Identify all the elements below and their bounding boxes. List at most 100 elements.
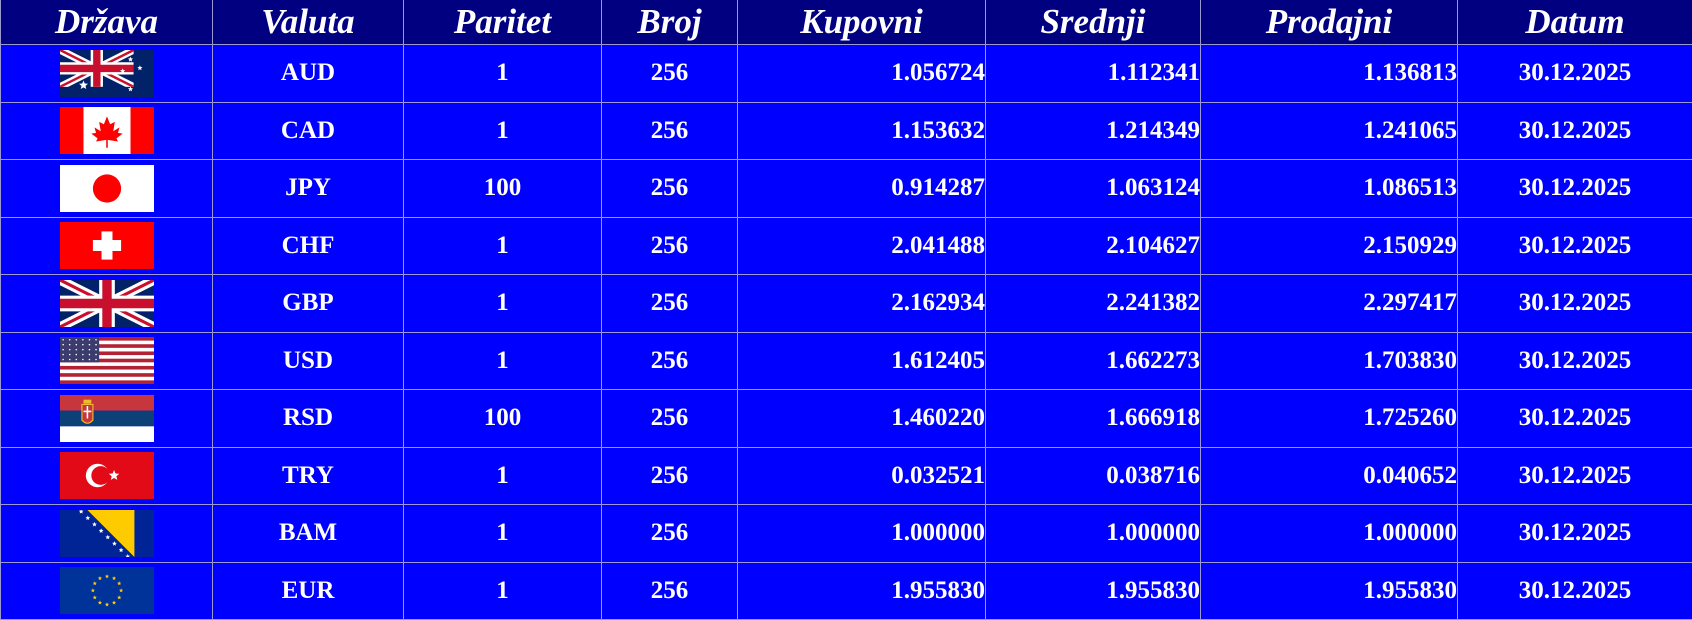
valuta-cell: TRY (213, 447, 404, 505)
flag-cell (1, 562, 213, 620)
prodajni-cell: 2.150929 (1201, 217, 1458, 275)
valuta-cell: USD (213, 332, 404, 390)
prodajni-cell: 0.040652 (1201, 447, 1458, 505)
valuta-cell: RSD (213, 390, 404, 448)
broj-cell: 256 (602, 505, 738, 563)
serbia-flag-icon (1, 395, 212, 442)
kupovni-cell: 1.460220 (738, 390, 986, 448)
datum-cell: 30.12.2025 (1458, 102, 1692, 160)
srednji-cell: 2.241382 (986, 275, 1201, 333)
prodajni-cell: 1.086513 (1201, 160, 1458, 218)
datum-cell: 30.12.2025 (1458, 390, 1692, 448)
header-kupovni: Kupovni (738, 0, 986, 45)
header-prodajni: Prodajni (1201, 0, 1458, 45)
broj-cell: 256 (602, 45, 738, 103)
usa-flag-icon (1, 337, 212, 384)
broj-cell: 256 (602, 217, 738, 275)
valuta-cell: GBP (213, 275, 404, 333)
broj-cell: 256 (602, 160, 738, 218)
header-broj: Broj (602, 0, 738, 45)
flag-cell (1, 390, 213, 448)
paritet-cell: 1 (404, 562, 602, 620)
srednji-cell: 2.104627 (986, 217, 1201, 275)
paritet-cell: 1 (404, 332, 602, 390)
flag-cell (1, 217, 213, 275)
broj-cell: 256 (602, 275, 738, 333)
uk-flag-icon (1, 280, 212, 327)
paritet-cell: 1 (404, 217, 602, 275)
flag-cell (1, 332, 213, 390)
broj-cell: 256 (602, 390, 738, 448)
prodajni-cell: 1.000000 (1201, 505, 1458, 563)
header-valuta: Valuta (213, 0, 404, 45)
datum-cell: 30.12.2025 (1458, 562, 1692, 620)
prodajni-cell: 1.136813 (1201, 45, 1458, 103)
kupovni-cell: 0.914287 (738, 160, 986, 218)
valuta-cell: JPY (213, 160, 404, 218)
flag-cell (1, 505, 213, 563)
japan-flag-icon (1, 165, 212, 212)
datum-cell: 30.12.2025 (1458, 217, 1692, 275)
paritet-cell: 1 (404, 45, 602, 103)
valuta-cell: BAM (213, 505, 404, 563)
flag-cell (1, 160, 213, 218)
switzerland-flag-icon (1, 222, 212, 269)
kupovni-cell: 1.153632 (738, 102, 986, 160)
paritet-cell: 100 (404, 160, 602, 218)
valuta-cell: CAD (213, 102, 404, 160)
turkey-flag-icon (1, 452, 212, 499)
header-drzava: Država (1, 0, 213, 45)
datum-cell: 30.12.2025 (1458, 275, 1692, 333)
srednji-cell: 1.666918 (986, 390, 1201, 448)
kupovni-cell: 2.041488 (738, 217, 986, 275)
broj-cell: 256 (602, 102, 738, 160)
flag-cell (1, 102, 213, 160)
datum-cell: 30.12.2025 (1458, 45, 1692, 103)
datum-cell: 30.12.2025 (1458, 332, 1692, 390)
srednji-cell: 1.662273 (986, 332, 1201, 390)
prodajni-cell: 1.725260 (1201, 390, 1458, 448)
kupovni-cell: 2.162934 (738, 275, 986, 333)
australia-flag-icon (1, 50, 212, 97)
prodajni-cell: 1.241065 (1201, 102, 1458, 160)
paritet-cell: 1 (404, 447, 602, 505)
paritet-cell: 1 (404, 275, 602, 333)
datum-cell: 30.12.2025 (1458, 160, 1692, 218)
srednji-cell: 0.038716 (986, 447, 1201, 505)
datum-cell: 30.12.2025 (1458, 447, 1692, 505)
flag-cell (1, 447, 213, 505)
header-srednji: Srednji (986, 0, 1201, 45)
flag-cell (1, 275, 213, 333)
srednji-cell: 1.112341 (986, 45, 1201, 103)
header-datum: Datum (1458, 0, 1692, 45)
canada-flag-icon (1, 107, 212, 154)
broj-cell: 256 (602, 332, 738, 390)
valuta-cell: CHF (213, 217, 404, 275)
kupovni-cell: 0.032521 (738, 447, 986, 505)
broj-cell: 256 (602, 447, 738, 505)
srednji-cell: 1.000000 (986, 505, 1201, 563)
flag-cell (1, 45, 213, 103)
valuta-cell: AUD (213, 45, 404, 103)
paritet-cell: 1 (404, 102, 602, 160)
kupovni-cell: 1.612405 (738, 332, 986, 390)
kupovni-cell: 1.000000 (738, 505, 986, 563)
srednji-cell: 1.955830 (986, 562, 1201, 620)
prodajni-cell: 1.703830 (1201, 332, 1458, 390)
srednji-cell: 1.063124 (986, 160, 1201, 218)
broj-cell: 256 (602, 562, 738, 620)
paritet-cell: 100 (404, 390, 602, 448)
srednji-cell: 1.214349 (986, 102, 1201, 160)
prodajni-cell: 1.955830 (1201, 562, 1458, 620)
datum-cell: 30.12.2025 (1458, 505, 1692, 563)
paritet-cell: 1 (404, 505, 602, 563)
